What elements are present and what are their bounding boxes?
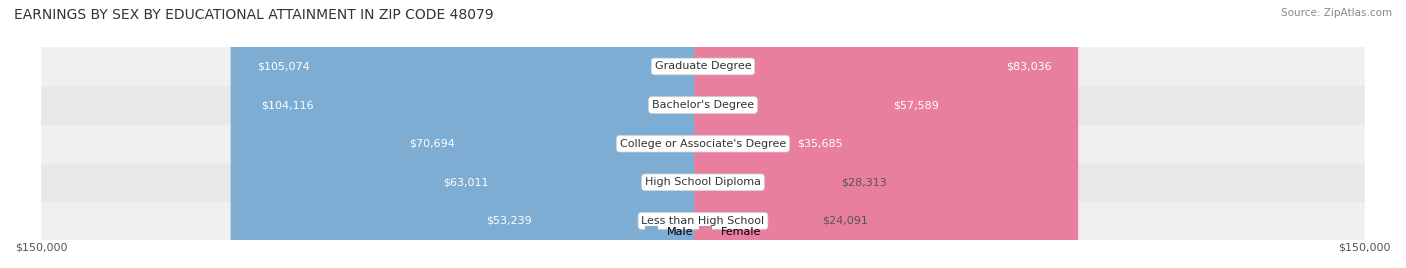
FancyBboxPatch shape — [695, 0, 837, 268]
Text: $70,694: $70,694 — [409, 139, 454, 149]
Text: College or Associate's Degree: College or Associate's Degree — [620, 139, 786, 149]
Text: $105,074: $105,074 — [257, 61, 309, 72]
FancyBboxPatch shape — [41, 163, 1365, 202]
FancyBboxPatch shape — [695, 0, 966, 268]
Legend: Male, Female: Male, Female — [644, 226, 762, 237]
FancyBboxPatch shape — [41, 201, 1365, 241]
Text: Source: ZipAtlas.com: Source: ZipAtlas.com — [1281, 8, 1392, 18]
Text: $53,239: $53,239 — [486, 216, 531, 226]
Text: $24,091: $24,091 — [823, 216, 869, 226]
FancyBboxPatch shape — [231, 0, 711, 268]
FancyBboxPatch shape — [41, 124, 1365, 163]
Text: Less than High School: Less than High School — [641, 216, 765, 226]
FancyBboxPatch shape — [382, 0, 711, 268]
Text: Bachelor's Degree: Bachelor's Degree — [652, 100, 754, 110]
FancyBboxPatch shape — [460, 0, 711, 268]
Text: EARNINGS BY SEX BY EDUCATIONAL ATTAINMENT IN ZIP CODE 48079: EARNINGS BY SEX BY EDUCATIONAL ATTAINMEN… — [14, 8, 494, 22]
Text: $63,011: $63,011 — [443, 177, 488, 187]
FancyBboxPatch shape — [41, 85, 1365, 125]
FancyBboxPatch shape — [695, 0, 818, 268]
Text: Graduate Degree: Graduate Degree — [655, 61, 751, 72]
Text: High School Diploma: High School Diploma — [645, 177, 761, 187]
Text: $104,116: $104,116 — [262, 100, 314, 110]
Text: $83,036: $83,036 — [1007, 61, 1052, 72]
FancyBboxPatch shape — [416, 0, 711, 268]
Text: $57,589: $57,589 — [894, 100, 939, 110]
Text: $28,313: $28,313 — [841, 177, 887, 187]
FancyBboxPatch shape — [41, 47, 1365, 86]
FancyBboxPatch shape — [695, 0, 869, 268]
Text: $35,685: $35,685 — [797, 139, 842, 149]
FancyBboxPatch shape — [235, 0, 711, 268]
FancyBboxPatch shape — [695, 0, 1078, 268]
